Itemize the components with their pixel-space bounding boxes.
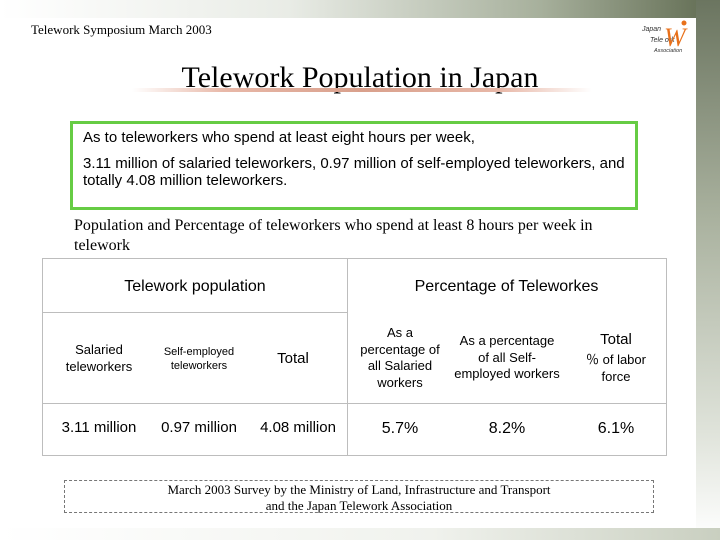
value-salaried: 3.11 million: [61, 419, 137, 436]
value-pct-salaried: 5.7%: [381, 420, 419, 437]
value-total: 4.08 million: [260, 419, 336, 436]
event-header: Telework Symposium March 2003: [31, 22, 212, 37]
divider-pop-header: [43, 312, 347, 313]
col-total: Total: [277, 349, 309, 367]
top-gradient-bar: [0, 0, 720, 18]
page-title: Telework Population in Japan: [181, 61, 539, 94]
col-pct-salaried: As a percentage of all Salaried workers: [360, 325, 440, 390]
title-underline: [132, 88, 592, 92]
japan-telework-association-logo: Japan Tele ork Association W: [641, 20, 688, 54]
col-pct-total-label: Total: [600, 331, 632, 348]
source-note: March 2003 Survey by the Ministry of Lan…: [64, 480, 654, 513]
col-self-employed: Self-employed teleworkers: [163, 346, 235, 372]
right-gradient-bar: [696, 0, 720, 540]
group-header-percentage: Percentage of Teleworkes: [414, 278, 599, 295]
value-self-employed: 0.97 million: [161, 419, 237, 436]
summary-line-1: As to teleworkers who spend at least eig…: [83, 129, 475, 146]
summary-line-2: 3.11 million of salaried teleworkers, 0.…: [83, 155, 625, 189]
source-note-line-1: March 2003 Survey by the Ministry of Lan…: [167, 482, 551, 497]
logo-text-2: Tele ork: [650, 37, 675, 44]
logo-letter-w: W: [664, 23, 688, 52]
col-pct-self-employed: As a percentage of all Self-employed wor…: [454, 333, 560, 382]
col-salaried: Salaried teleworkers: [65, 342, 133, 374]
logo-text-3: Association: [653, 48, 682, 54]
logo-dot-icon: [681, 20, 687, 26]
logo-text-1: Japan: [641, 26, 661, 33]
col-pct-total-sub: ％ of labor force: [586, 352, 646, 384]
group-header-population: Telework population: [124, 278, 266, 295]
telework-table: Telework population Percentage of Telewo…: [42, 258, 667, 456]
divider-group: [347, 259, 348, 456]
bottom-gradient-bar: [0, 528, 720, 540]
value-pct-self-employed: 8.2%: [488, 420, 526, 437]
table-caption: Population and Percentage of teleworkers…: [74, 217, 593, 254]
divider-values: [43, 403, 666, 404]
col-pct-total: Total ％ of labor force: [571, 325, 661, 389]
summary-box: As to teleworkers who spend at least eig…: [70, 121, 638, 210]
source-note-line-2: and the Japan Telework Association: [265, 498, 453, 513]
value-pct-total: 6.1%: [597, 420, 635, 437]
